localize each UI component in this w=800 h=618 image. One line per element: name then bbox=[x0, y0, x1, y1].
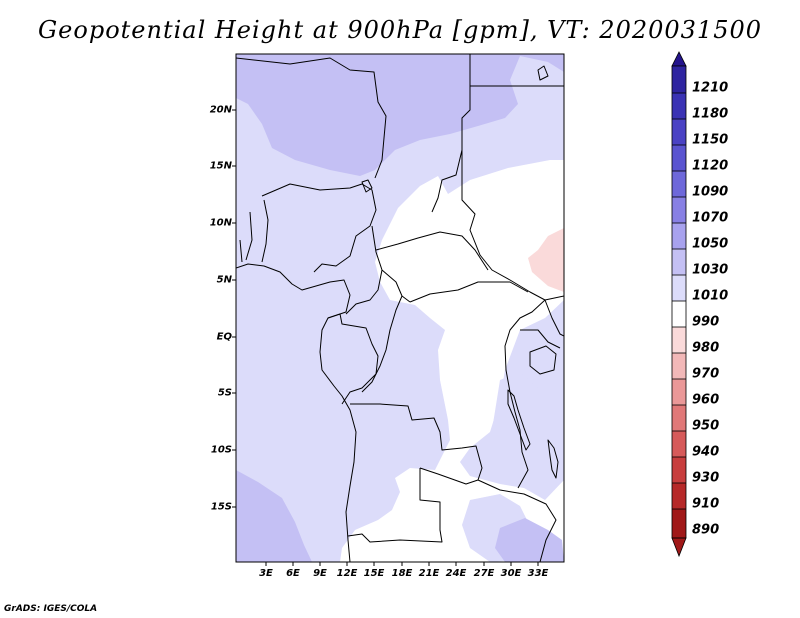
colorbar-label: 960 bbox=[692, 392, 720, 408]
border-cameroon bbox=[345, 225, 411, 315]
colorbar-segment bbox=[672, 223, 686, 249]
lon-label: 27E bbox=[473, 568, 495, 579]
border-east-africa bbox=[520, 299, 564, 349]
colorbar-label: 1150 bbox=[692, 132, 729, 148]
sahara-highlands-mark bbox=[537, 65, 549, 81]
axis-ticks bbox=[232, 109, 539, 566]
border-drc-angola bbox=[350, 403, 483, 485]
lat-label: 10S bbox=[210, 444, 232, 456]
colorbar-label: 970 bbox=[692, 366, 720, 382]
colorbar-segment bbox=[672, 145, 686, 171]
colorbar-segment bbox=[672, 197, 686, 223]
lon-label: 15E bbox=[363, 568, 385, 579]
lake-chad-outline bbox=[361, 179, 373, 193]
colorbar-label: 940 bbox=[692, 444, 720, 460]
contour-1030-1050-southwest bbox=[236, 470, 312, 562]
colorbar-label: 1210 bbox=[692, 80, 729, 96]
chart-title: Geopotential Height at 900hPa [gpm], VT:… bbox=[38, 16, 762, 44]
lon-label: 3E bbox=[259, 568, 273, 579]
colorbar-bottom-arrow bbox=[671, 537, 687, 558]
colorbar-segment bbox=[672, 327, 686, 353]
colorbar-label: 1090 bbox=[692, 184, 729, 200]
contour-1030-1050-southeast bbox=[495, 518, 564, 562]
colorbar-label: 890 bbox=[692, 522, 720, 538]
boundaries-layer bbox=[236, 54, 564, 562]
lake-victoria-outline bbox=[529, 345, 557, 375]
border-gabon-congo bbox=[327, 313, 379, 405]
lat-label: 15N bbox=[209, 160, 232, 172]
lat-label: 10N bbox=[209, 217, 232, 229]
lat-label: 20N bbox=[209, 104, 232, 116]
border-congo-drc bbox=[361, 295, 403, 393]
colorbar bbox=[671, 51, 687, 558]
lon-label: 33E bbox=[527, 568, 549, 579]
colorbar-label: 930 bbox=[692, 470, 720, 486]
contour-980-990-east bbox=[528, 228, 564, 292]
lon-label: 30E bbox=[500, 568, 522, 579]
colorbar-segment bbox=[672, 457, 686, 483]
colorbar-label: 980 bbox=[692, 340, 720, 356]
border-sudan-chad bbox=[461, 118, 564, 301]
lake-malawi-outline bbox=[547, 439, 559, 479]
border-drc-east bbox=[504, 299, 546, 489]
lon-label: 21E bbox=[418, 568, 440, 579]
border-mali-algeria bbox=[236, 57, 387, 179]
contour-1010-1030-east-lake-region bbox=[492, 372, 548, 470]
lat-label: 5N bbox=[216, 274, 232, 286]
lat-label: 5S bbox=[217, 387, 232, 399]
contour-1030-1050-north bbox=[236, 54, 564, 176]
lon-label: 12E bbox=[336, 568, 358, 579]
colorbar-label: 1120 bbox=[692, 158, 729, 174]
lon-label: 18E bbox=[391, 568, 413, 579]
colorbar-segment bbox=[672, 171, 686, 197]
colorbar-segment bbox=[672, 483, 686, 509]
colorbar-label: 1010 bbox=[692, 288, 729, 304]
border-benin-togo bbox=[239, 199, 269, 263]
border-niger-nigeria bbox=[261, 183, 377, 273]
lon-label: 6E bbox=[286, 568, 300, 579]
coastline-west-africa bbox=[236, 263, 357, 562]
colorbar-label: 1070 bbox=[692, 210, 729, 226]
colorbar-segment bbox=[672, 301, 686, 327]
colorbar-label: 1030 bbox=[692, 262, 729, 278]
colorbar-label: 910 bbox=[692, 496, 720, 512]
contour-fill-layer bbox=[236, 54, 564, 562]
border-angola-zambia bbox=[347, 468, 443, 543]
colorbar-segment bbox=[672, 405, 686, 431]
colorbar-segment bbox=[672, 93, 686, 119]
grads-credit: GrADS: IGES/COLA bbox=[4, 604, 98, 614]
colorbar-label: 990 bbox=[692, 314, 720, 330]
map-frame bbox=[235, 53, 565, 563]
border-libya-niger bbox=[431, 54, 471, 213]
colorbar-top-arrow bbox=[671, 51, 687, 67]
colorbar-segment bbox=[672, 379, 686, 405]
contour-990-1010-central bbox=[340, 160, 564, 562]
lat-label: EQ bbox=[216, 331, 232, 343]
lon-label: 9E bbox=[313, 568, 327, 579]
colorbar-segment bbox=[672, 509, 686, 538]
colorbar-label: 1180 bbox=[692, 106, 729, 122]
colorbar-segment bbox=[672, 431, 686, 457]
colorbar-label: 1050 bbox=[692, 236, 729, 252]
colorbar-segment bbox=[672, 66, 686, 93]
colorbar-segment bbox=[672, 119, 686, 145]
border-car bbox=[375, 231, 529, 303]
border-zambia-mozambique bbox=[477, 479, 557, 562]
colorbar-segment bbox=[672, 353, 686, 379]
lat-label: 15S bbox=[210, 501, 232, 513]
colorbar-segment bbox=[672, 275, 686, 301]
colorbar-label: 950 bbox=[692, 418, 720, 434]
colorbar-segment bbox=[672, 249, 686, 275]
lon-label: 24E bbox=[445, 568, 467, 579]
lake-tanganyika-outline bbox=[507, 389, 531, 451]
